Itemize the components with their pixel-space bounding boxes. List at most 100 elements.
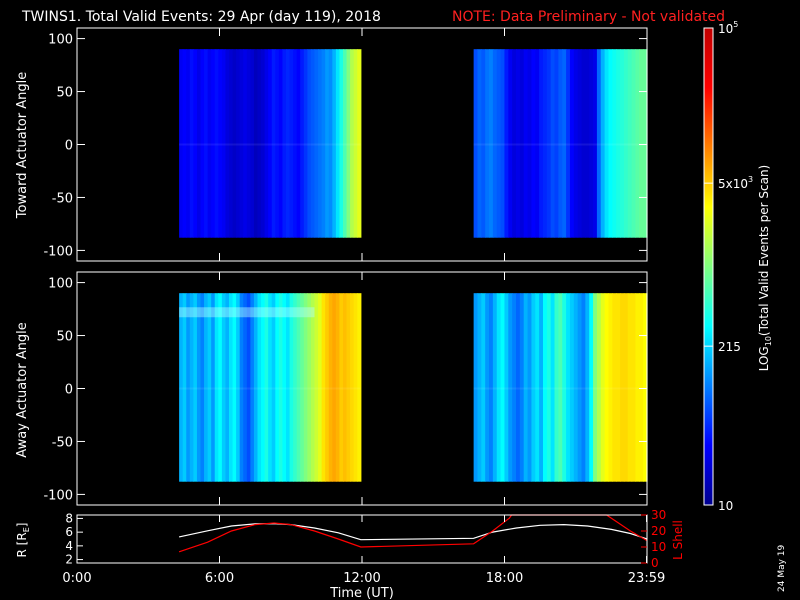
toward-heatmap-cell [257, 49, 262, 238]
toward-heatmap-cell [236, 49, 241, 238]
toward-heatmap-cell [271, 49, 276, 238]
away-heatmap [179, 293, 648, 482]
away-heatmap-cell [612, 293, 617, 482]
away-heatmap-cell [639, 293, 644, 482]
orbit-ytick-left-label: 4 [65, 539, 73, 553]
away-heatmap-cell [608, 293, 613, 482]
away-heatmap-cell [519, 293, 525, 482]
away-ylabel: Away Actuator Angle [15, 322, 30, 457]
toward-heatmap-cell [253, 49, 259, 238]
away-heatmap-cell [562, 293, 567, 482]
toward-heatmap-cell [531, 49, 536, 238]
toward-heatmap-cell [314, 49, 319, 238]
away-heatmap-cell [310, 293, 316, 482]
away-heatmap-cell [569, 293, 575, 482]
toward-heatmap-cell [516, 49, 521, 238]
away-heatmap-cell [257, 293, 262, 482]
away-ytick-label: 50 [56, 330, 73, 345]
away-heatmap-cell [207, 293, 212, 482]
toward-heatmap-cell [239, 49, 244, 238]
orbit-xtick-label: 18:00 [486, 571, 523, 586]
away-heatmap-cell [179, 293, 184, 482]
away-heatmap-cell [573, 293, 579, 482]
toward-heatmap-cell [278, 49, 284, 238]
away-heatmap-cell [577, 293, 583, 482]
away-heatmap-cell [271, 293, 276, 482]
toward-heatmap-cell [496, 49, 502, 238]
away-heatmap-cell [328, 293, 333, 482]
toward-heatmap-cell [542, 49, 548, 238]
away-heatmap-cell [261, 293, 266, 482]
away-heatmap-cell [481, 293, 486, 482]
away-heatmap-cell [182, 293, 187, 482]
orbit-xtick-label: 12:00 [343, 571, 380, 586]
away-heatmap-cell [346, 293, 351, 482]
away-heatmap-cell [616, 293, 621, 482]
colorbar-tick-label: 5x103 [718, 175, 753, 191]
away-heatmap-cell [516, 293, 521, 482]
away-heatmap-cell [204, 293, 209, 482]
toward-heatmap-cell [243, 49, 248, 238]
away-heatmap-cell [546, 293, 552, 482]
away-heatmap-cell [357, 293, 362, 482]
toward-heatmap-cell [328, 49, 333, 238]
toward-heatmap-cell [229, 49, 234, 238]
away-heatmap-cell [303, 293, 308, 482]
toward-heatmap-cell [558, 49, 563, 238]
toward-heatmap-cell [492, 49, 498, 238]
toward-heatmap-cell [635, 49, 640, 238]
away-heatmap-cell [268, 293, 273, 482]
toward-heatmap-cell [481, 49, 486, 238]
toward-heatmap-cell [346, 49, 351, 238]
away-heatmap-cell [558, 293, 563, 482]
toward-heatmap-cell [261, 49, 266, 238]
toward-heatmap-cell [357, 49, 362, 238]
colorbar-label: LOG10(Total Valid Events per Scan) [757, 165, 773, 372]
toward-heatmap-cell [539, 49, 544, 238]
toward-heatmap-cell [566, 49, 571, 238]
away-heatmap-cell [325, 293, 330, 482]
toward-heatmap-cell [207, 49, 212, 238]
toward-heatmap-cell [477, 49, 482, 238]
away-heatmap-cell [631, 293, 637, 482]
away-zero-stripe [473, 387, 648, 390]
away-heatmap-cell [554, 293, 559, 482]
orbit-xtick-label: 23:59 [628, 571, 665, 586]
toward-heatmap-cell [353, 49, 358, 238]
away-heatmap-cell [627, 293, 633, 482]
away-heatmap-cell [489, 293, 494, 482]
away-heatmap-cell [339, 293, 344, 482]
away-heatmap-cell [321, 293, 326, 482]
toward-ytick-label: -100 [43, 244, 73, 259]
away-heatmap-cell [485, 293, 490, 482]
toward-heatmap-cell [523, 49, 529, 238]
away-heatmap-cell [353, 293, 358, 482]
away-heatmap-cell [635, 293, 640, 482]
toward-heatmap-cell [189, 49, 194, 238]
toward-heatmap-cell [585, 49, 590, 238]
away-heatmap-cell [508, 293, 513, 482]
away-heatmap-cell [643, 293, 648, 482]
toward-heatmap-cell [581, 49, 586, 238]
orbit-xtick-label: 0:00 [62, 571, 91, 586]
away-heatmap-cell [307, 293, 312, 482]
away-heatmap-cell [623, 293, 629, 482]
away-heatmap-cell [282, 293, 287, 482]
orbit-xlabel: Time (UT) [329, 586, 394, 600]
toward-heatmap-cell [600, 49, 606, 238]
colorbar-tick-label: 10 [718, 499, 733, 513]
toward-heatmap-cell [246, 49, 251, 238]
orbit-ytick-left-label: 6 [65, 525, 73, 539]
toward-heatmap-cell [268, 49, 273, 238]
away-heatmap-cell [473, 293, 479, 482]
toward-heatmap-cell [350, 49, 355, 238]
away-heatmap-cell [264, 293, 269, 482]
away-heatmap-cell [535, 293, 540, 482]
preliminary-note: NOTE: Data Preliminary - Not validated [452, 9, 725, 25]
away-heatmap-cell [343, 293, 348, 482]
r-series-line [178, 522, 648, 541]
away-heatmap-cell [239, 293, 244, 482]
away-heatmap-cell [211, 293, 216, 482]
toward-heatmap-cell [196, 49, 202, 238]
